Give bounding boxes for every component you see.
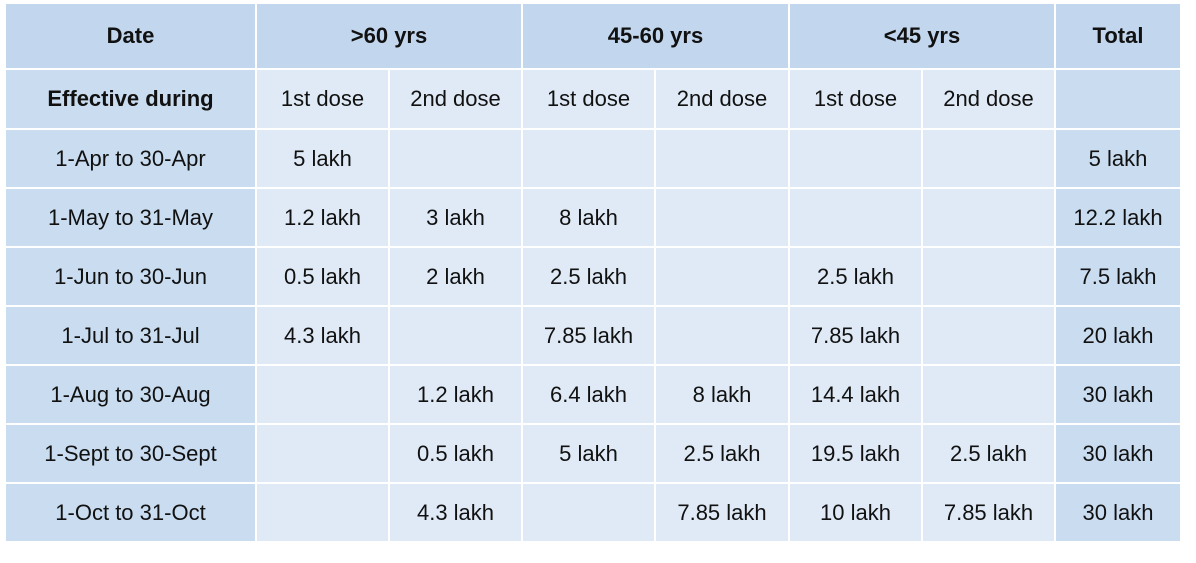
dose-cell: 7.85 lakh bbox=[788, 305, 923, 366]
dose-cell: 8 lakh bbox=[521, 187, 656, 248]
header-cell: Date bbox=[4, 2, 257, 70]
dose-cell: 0.5 lakh bbox=[388, 423, 523, 484]
subheader-cell: 1st dose bbox=[255, 68, 390, 130]
dose-cell bbox=[255, 364, 390, 425]
table-body: Date >60 yrs 45-60 yrs <45 yrs Total Effectiv… bbox=[4, 2, 1182, 543]
subheader-cell: 2nd dose bbox=[388, 68, 523, 130]
table-row: 1-Sept to 30-Sept 0.5 lakh 5 lakh 2.5 lakh 1… bbox=[4, 423, 1182, 484]
subheader-cell: 2nd dose bbox=[654, 68, 790, 130]
date-cell: 1-Jul to 31-Jul bbox=[4, 305, 257, 366]
dose-cell: 0.5 lakh bbox=[255, 246, 390, 307]
total-cell: 30 lakh bbox=[1054, 423, 1182, 484]
dose-cell bbox=[521, 482, 656, 543]
table-row: 1-Jun to 30-Jun 0.5 lakh 2 lakh 2.5 lakh 2.5… bbox=[4, 246, 1182, 307]
table-container: Date >60 yrs 45-60 yrs <45 yrs Total Effectiv… bbox=[4, 2, 1182, 543]
dose-cell: 2.5 lakh bbox=[921, 423, 1056, 484]
subheader-cell bbox=[1054, 68, 1182, 130]
date-cell: 1-Jun to 30-Jun bbox=[4, 246, 257, 307]
dose-cell bbox=[388, 128, 523, 189]
header-cell: >60 yrs bbox=[255, 2, 523, 70]
header-cell: <45 yrs bbox=[788, 2, 1056, 70]
table-row: 1-Apr to 30-Apr 5 lakh 5 lakh bbox=[4, 128, 1182, 189]
total-cell: 5 lakh bbox=[1054, 128, 1182, 189]
dose-cell: 2.5 lakh bbox=[521, 246, 656, 307]
dose-cell: 4.3 lakh bbox=[255, 305, 390, 366]
dose-cell bbox=[388, 305, 523, 366]
dose-cell: 6.4 lakh bbox=[521, 364, 656, 425]
dose-cell: 8 lakh bbox=[654, 364, 790, 425]
header-cell: 45-60 yrs bbox=[521, 2, 790, 70]
dose-cell: 14.4 lakh bbox=[788, 364, 923, 425]
dose-cell bbox=[788, 128, 923, 189]
date-cell: 1-Oct to 31-Oct bbox=[4, 482, 257, 543]
total-cell: 20 lakh bbox=[1054, 305, 1182, 366]
dose-cell: 1.2 lakh bbox=[388, 364, 523, 425]
dose-cell bbox=[921, 364, 1056, 425]
subheader-cell: 1st dose bbox=[788, 68, 923, 130]
dose-cell bbox=[921, 187, 1056, 248]
vaccination-table: Date >60 yrs 45-60 yrs <45 yrs Total Effectiv… bbox=[4, 2, 1182, 543]
dose-cell bbox=[521, 128, 656, 189]
dose-cell: 19.5 lakh bbox=[788, 423, 923, 484]
date-cell: 1-Apr to 30-Apr bbox=[4, 128, 257, 189]
dose-cell bbox=[921, 128, 1056, 189]
total-cell: 7.5 lakh bbox=[1054, 246, 1182, 307]
dose-cell: 7.85 lakh bbox=[921, 482, 1056, 543]
table-row: 1-May to 31-May 1.2 lakh 3 lakh 8 lakh 12.2 … bbox=[4, 187, 1182, 248]
total-cell: 12.2 lakh bbox=[1054, 187, 1182, 248]
dose-cell bbox=[921, 305, 1056, 366]
table-row: 1-Oct to 31-Oct 4.3 lakh 7.85 lakh 10 lakh 7… bbox=[4, 482, 1182, 543]
dose-cell bbox=[654, 187, 790, 248]
dose-cell bbox=[921, 246, 1056, 307]
subheader-cell: 1st dose bbox=[521, 68, 656, 130]
date-cell: 1-Aug to 30-Aug bbox=[4, 364, 257, 425]
header-row: Date >60 yrs 45-60 yrs <45 yrs Total bbox=[4, 2, 1182, 70]
dose-cell: 10 lakh bbox=[788, 482, 923, 543]
dose-cell: 4.3 lakh bbox=[388, 482, 523, 543]
dose-cell: 2 lakh bbox=[388, 246, 523, 307]
subheader-cell: 2nd dose bbox=[921, 68, 1056, 130]
dose-cell: 5 lakh bbox=[521, 423, 656, 484]
dose-cell bbox=[788, 187, 923, 248]
dose-cell: 7.85 lakh bbox=[521, 305, 656, 366]
dose-cell: 5 lakh bbox=[255, 128, 390, 189]
dose-cell bbox=[255, 482, 390, 543]
total-cell: 30 lakh bbox=[1054, 364, 1182, 425]
subheader-cell: Effective during bbox=[4, 68, 257, 130]
dose-cell: 3 lakh bbox=[388, 187, 523, 248]
date-cell: 1-Sept to 30-Sept bbox=[4, 423, 257, 484]
dose-cell: 7.85 lakh bbox=[654, 482, 790, 543]
dose-cell: 2.5 lakh bbox=[654, 423, 790, 484]
dose-cell: 2.5 lakh bbox=[788, 246, 923, 307]
header-cell: Total bbox=[1054, 2, 1182, 70]
dose-cell bbox=[255, 423, 390, 484]
total-cell: 30 lakh bbox=[1054, 482, 1182, 543]
dose-cell: 1.2 lakh bbox=[255, 187, 390, 248]
subheader-row: Effective during 1st dose 2nd dose 1st dose… bbox=[4, 68, 1182, 130]
dose-cell bbox=[654, 305, 790, 366]
date-cell: 1-May to 31-May bbox=[4, 187, 257, 248]
table-row: 1-Jul to 31-Jul 4.3 lakh 7.85 lakh 7.85 lak… bbox=[4, 305, 1182, 366]
table-row: 1-Aug to 30-Aug 1.2 lakh 6.4 lakh 8 lakh 14.… bbox=[4, 364, 1182, 425]
dose-cell bbox=[654, 246, 790, 307]
dose-cell bbox=[654, 128, 790, 189]
